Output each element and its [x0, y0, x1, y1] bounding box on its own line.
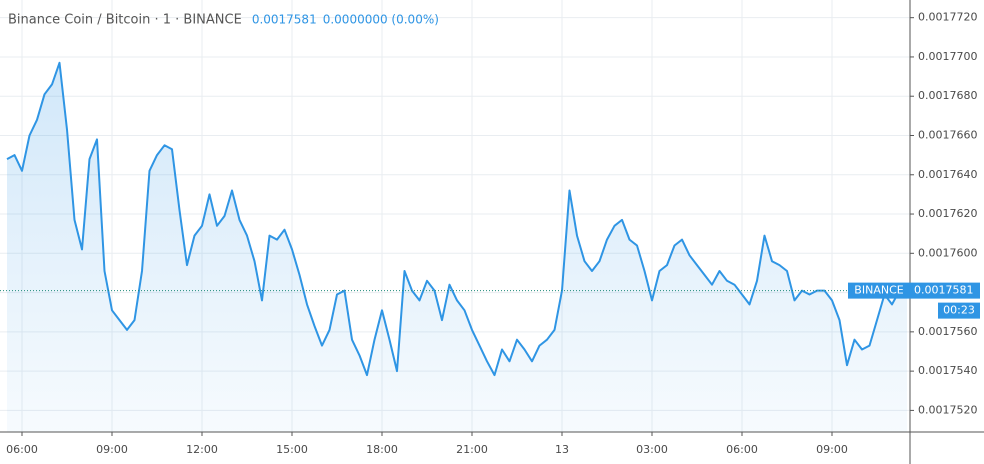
countdown: 00:23: [943, 304, 975, 317]
area-fill: [7, 62, 907, 433]
y-tick-label: 0.0017660: [918, 128, 978, 141]
header-change: 0.0000000 (0.00%): [323, 13, 439, 27]
y-tick-label: 0.0017560: [918, 325, 978, 338]
y-tick-label: 0.0017640: [918, 168, 978, 181]
x-tick-label: 15:00: [276, 443, 308, 456]
y-tick-label: 0.0017720: [918, 11, 978, 24]
header-price: 0.0017581: [252, 13, 317, 27]
y-tick-label: 0.0017520: [918, 403, 978, 416]
countdown-box: [938, 302, 980, 319]
x-tick-label: 09:00: [816, 443, 848, 456]
y-tick-label: 0.0017540: [918, 364, 978, 377]
x-tick-label: 13: [555, 443, 569, 456]
x-tick-label: 12:00: [186, 443, 218, 456]
x-tick-label: 21:00: [456, 443, 488, 456]
y-tick-label: 0.0017620: [918, 207, 978, 220]
price-tag: 0.0017581: [914, 284, 974, 297]
y-tick-label: 0.0017600: [918, 246, 978, 259]
x-tick-label: 06:00: [6, 443, 38, 456]
price-line: [6, 61, 907, 377]
x-tick-label: 06:00: [726, 443, 758, 456]
y-tick-label: 0.0017680: [918, 89, 978, 102]
x-tick-label: 09:00: [96, 443, 128, 456]
price-tag-source: BINANCE: [854, 284, 903, 297]
y-tick-label: 0.0017700: [918, 50, 978, 63]
price-tag-box: [910, 282, 980, 299]
chart-title: Binance Coin / Bitcoin · 1 · BINANCE: [8, 13, 242, 28]
plot: [0, 61, 910, 433]
x-tick-label: 03:00: [636, 443, 668, 456]
price-tag-source-box: [848, 282, 910, 299]
x-tick-label: 18:00: [366, 443, 398, 456]
